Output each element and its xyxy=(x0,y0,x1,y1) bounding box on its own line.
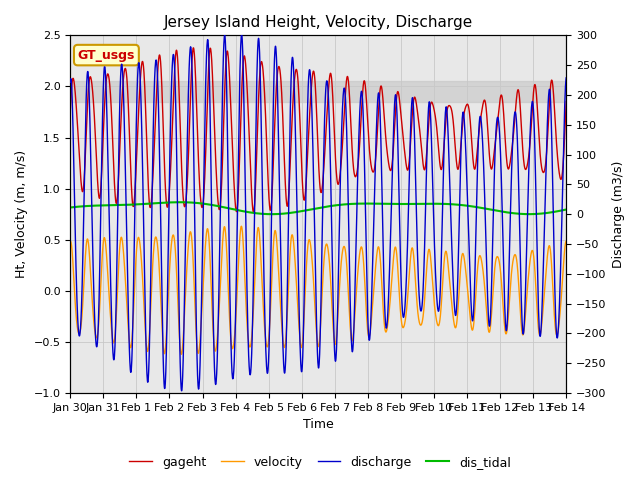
Line: velocity: velocity xyxy=(70,226,566,354)
discharge xyxy=(458,137,465,143)
dis_tidal xyxy=(563,207,570,213)
gageht xyxy=(295,91,303,96)
velocity xyxy=(458,257,465,263)
gageht xyxy=(308,77,316,83)
dis_tidal xyxy=(177,199,184,205)
Y-axis label: Discharge (m3/s): Discharge (m3/s) xyxy=(612,160,625,268)
dis_tidal xyxy=(295,209,303,215)
dis_tidal xyxy=(308,206,316,212)
gageht xyxy=(250,209,257,215)
discharge xyxy=(548,163,556,168)
Line: dis_tidal: dis_tidal xyxy=(70,202,566,214)
discharge xyxy=(563,75,570,81)
velocity xyxy=(548,271,556,276)
Line: gageht: gageht xyxy=(70,48,566,212)
velocity xyxy=(237,223,245,229)
velocity xyxy=(563,239,570,244)
velocity xyxy=(177,351,185,357)
discharge xyxy=(548,151,556,156)
discharge xyxy=(92,335,99,341)
gageht xyxy=(67,108,74,113)
dis_tidal xyxy=(548,209,556,215)
discharge xyxy=(308,108,316,114)
gageht xyxy=(563,99,570,105)
velocity xyxy=(92,333,99,338)
discharge xyxy=(67,79,74,85)
dis_tidal xyxy=(67,204,74,210)
dis_tidal xyxy=(92,203,99,208)
Y-axis label: Ht, Velocity (m, m/s): Ht, Velocity (m, m/s) xyxy=(15,150,28,278)
gageht xyxy=(189,45,197,51)
discharge xyxy=(295,292,303,298)
gageht xyxy=(458,136,465,142)
velocity xyxy=(308,255,316,261)
Line: discharge: discharge xyxy=(70,35,566,391)
Text: GT_usgs: GT_usgs xyxy=(77,48,135,61)
Legend: gageht, velocity, discharge, dis_tidal: gageht, velocity, discharge, dis_tidal xyxy=(124,451,516,474)
dis_tidal xyxy=(268,211,276,217)
Title: Jersey Island Height, Velocity, Discharge: Jersey Island Height, Velocity, Discharg… xyxy=(164,15,473,30)
discharge xyxy=(178,388,186,394)
gageht xyxy=(548,79,556,85)
Bar xyxy=(70,81,566,102)
gageht xyxy=(548,78,556,84)
velocity xyxy=(548,275,556,281)
gageht xyxy=(92,138,99,144)
velocity xyxy=(67,239,74,245)
dis_tidal xyxy=(548,209,556,215)
dis_tidal xyxy=(458,202,465,208)
velocity xyxy=(295,320,303,326)
X-axis label: Time: Time xyxy=(303,419,333,432)
discharge xyxy=(238,32,246,37)
